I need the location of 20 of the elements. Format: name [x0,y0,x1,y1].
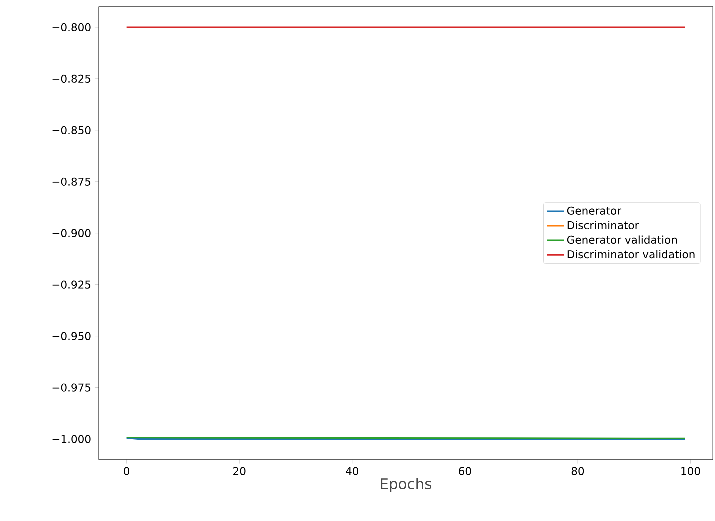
y-tick-label: −1.000 [52,435,91,444]
y-tick-label: −0.900 [52,229,91,238]
x-tick-label: 80 [572,467,584,476]
x-axis-title: Epochs [381,478,432,492]
legend-label: Generator validation [567,236,678,244]
y-tick-label: −0.800 [52,24,91,32]
x-tick-label: 0 [124,467,130,476]
legend-label: Generator [567,206,622,216]
y-tick-label: −0.825 [52,74,91,84]
x-tick-label: 100 [682,467,700,476]
legend-label: Discriminator [568,221,640,230]
y-tick-label: −0.875 [52,178,91,186]
y-tick-label: −0.950 [52,332,91,340]
x-tick-label: 60 [459,467,472,476]
y-tick-label: −0.975 [52,384,91,392]
x-tick-label: 40 [346,467,359,476]
y-tick-label: −0.850 [52,126,91,135]
x-tick-label: 20 [234,467,246,476]
legend-label: Discriminator validation [568,250,695,259]
y-tick-label: −0.925 [52,280,91,290]
